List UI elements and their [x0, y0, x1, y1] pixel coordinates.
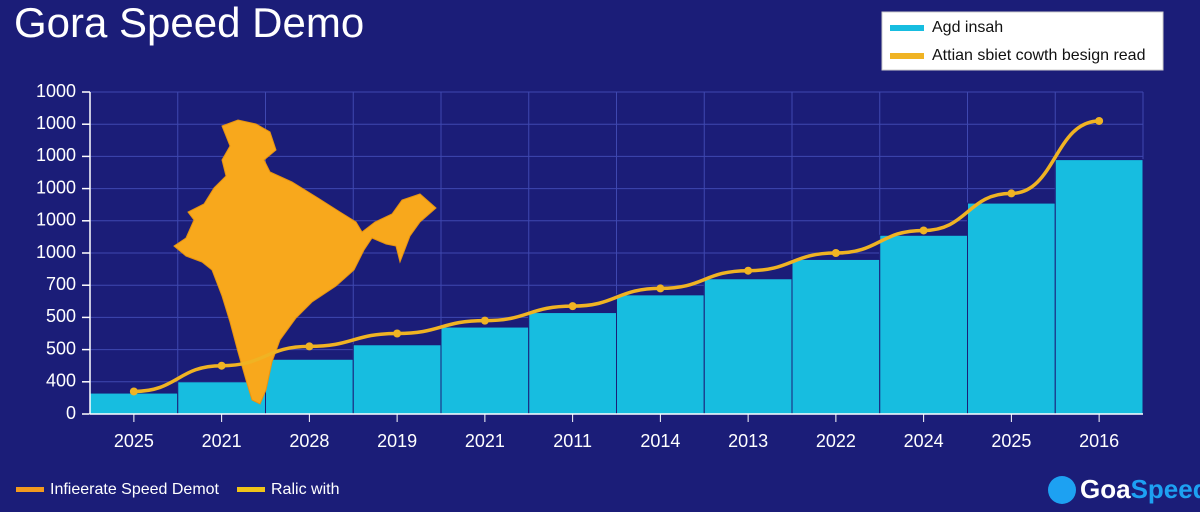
x-tick-label: 2013	[728, 431, 768, 451]
line-point	[656, 284, 665, 293]
x-tick-label: 2025	[114, 431, 154, 451]
legend-box	[881, 11, 1164, 71]
x-tick-label: 2025	[991, 431, 1031, 451]
bar	[879, 234, 968, 415]
y-tick-label: 1000	[36, 145, 76, 165]
x-tick-label: 2024	[904, 431, 944, 451]
line-point	[129, 387, 138, 396]
legend-label: Agd insah	[932, 19, 1003, 36]
line-point	[480, 316, 489, 325]
x-tick-label: 2016	[1079, 431, 1119, 451]
line-point	[831, 249, 840, 257]
y-tick-label: 700	[46, 274, 76, 294]
bar	[440, 326, 530, 415]
bar	[528, 312, 617, 415]
line	[133, 119, 1100, 394]
line-point	[568, 302, 577, 311]
bar	[352, 344, 442, 415]
logo-part: Speed	[1131, 474, 1200, 504]
x-tick-label: 2019	[377, 431, 417, 451]
bar	[703, 278, 793, 415]
y-tick-label: 1000	[36, 177, 76, 197]
x-tick-label: 2021	[465, 431, 505, 451]
y-tick-label: 1000	[36, 242, 76, 262]
x-tick-label: 2028	[289, 431, 329, 451]
y-tick-label: 400	[46, 371, 76, 391]
line-point	[919, 226, 928, 235]
y-tick-label: 0	[66, 403, 76, 423]
bar	[616, 294, 705, 415]
line-point	[305, 342, 314, 351]
y-tick-label: 1000	[36, 113, 76, 133]
bar	[1054, 159, 1144, 415]
y-tick-label: 500	[46, 338, 76, 358]
line-point	[393, 329, 402, 338]
logo-text: GoaSpeed	[1080, 474, 1200, 504]
x-tick-label: 2014	[640, 431, 680, 451]
bar	[265, 358, 354, 415]
logo-icon	[1048, 476, 1076, 504]
legend-swatch	[890, 25, 924, 31]
bar	[89, 392, 179, 415]
chart-title: Gora Speed Demo	[14, 0, 364, 46]
logo-part: Goa	[1080, 474, 1131, 504]
footer-legend-swatch	[16, 487, 44, 492]
line-point	[1007, 189, 1016, 198]
x-tick-label: 2021	[202, 431, 242, 451]
india-map	[173, 119, 437, 405]
legend-swatch	[890, 53, 924, 59]
x-tick-label: 2022	[816, 431, 856, 451]
line-point	[1095, 116, 1104, 125]
bar	[967, 202, 1056, 415]
bar	[791, 258, 881, 415]
footer-legend-label: Ralic with	[271, 481, 339, 498]
y-tick-label: 1000	[36, 210, 76, 230]
legend-label: Attian sbiet cowth besign read	[932, 47, 1145, 64]
y-tick-label: 500	[46, 306, 76, 326]
footer-legend-label: Infieerate Speed Demot	[50, 481, 220, 498]
x-tick-label: 2011	[553, 431, 592, 451]
line-point	[744, 266, 753, 275]
footer-legend-swatch	[237, 487, 265, 492]
y-tick-label: 1000	[36, 81, 76, 101]
line-point	[217, 361, 226, 370]
